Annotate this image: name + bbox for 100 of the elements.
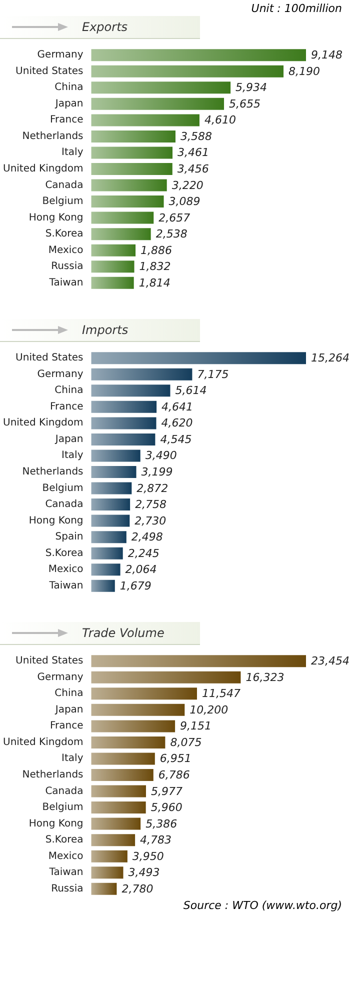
y-tick-label: Italy — [62, 147, 84, 158]
bar — [91, 882, 117, 895]
bar — [91, 433, 156, 446]
bar — [91, 802, 146, 814]
data-label: 2,872 — [136, 482, 168, 495]
chart-title: Exports — [82, 20, 128, 34]
data-label: 2,064 — [125, 563, 157, 576]
bar — [91, 866, 124, 879]
data-label: 5,614 — [175, 384, 207, 398]
y-tick-label: Belgium — [42, 802, 84, 814]
data-label: 4,783 — [140, 834, 172, 847]
y-tick-label: Taiwan — [48, 867, 84, 878]
data-label: 5,977 — [150, 784, 182, 798]
y-tick-label: France — [50, 401, 84, 412]
data-label: 4,620 — [161, 416, 193, 430]
y-tick-label: Italy — [62, 450, 84, 462]
data-label: 3,490 — [145, 449, 177, 462]
bar — [91, 785, 146, 798]
bar — [91, 498, 130, 511]
bar — [91, 212, 154, 224]
y-tick-label: China — [54, 688, 84, 700]
data-label: 10,200 — [190, 703, 228, 716]
y-tick-label: Germany — [37, 368, 84, 380]
y-tick-label: Russia — [51, 883, 84, 894]
bar — [91, 450, 140, 462]
bar — [91, 146, 173, 159]
y-tick-label: Japan — [54, 704, 84, 716]
data-label: 2,657 — [158, 211, 190, 224]
y-tick-label: Mexico — [48, 850, 84, 862]
data-label: 8,075 — [170, 736, 202, 749]
data-label: 1,886 — [140, 244, 172, 257]
y-tick-label: Japan — [54, 98, 84, 110]
bar — [91, 228, 151, 240]
data-label: 3,089 — [168, 195, 200, 208]
bar — [91, 531, 126, 544]
y-tick-label: S.Korea — [45, 834, 84, 846]
data-label: 2,245 — [128, 546, 160, 560]
data-label: 16,323 — [246, 670, 284, 684]
data-label: 3,588 — [180, 130, 212, 143]
data-label: 11,547 — [202, 687, 240, 700]
bar — [91, 580, 115, 592]
bar — [91, 98, 224, 110]
data-label: 1,814 — [138, 276, 170, 290]
y-tick-label: Canada — [45, 180, 84, 191]
y-tick-label: France — [50, 114, 84, 126]
bar — [91, 400, 157, 413]
bar — [91, 163, 172, 175]
data-label: 4,641 — [162, 400, 194, 414]
data-label: 5,655 — [229, 97, 261, 110]
data-label: 5,934 — [236, 81, 268, 94]
data-label: 3,950 — [132, 850, 164, 863]
y-tick-label: Belgium — [42, 482, 84, 494]
data-label: 9,151 — [180, 720, 212, 733]
bar — [91, 244, 136, 256]
bar — [91, 65, 284, 78]
bar — [91, 276, 134, 289]
data-label: 2,730 — [134, 514, 166, 528]
bar — [91, 671, 241, 684]
data-label: 3,461 — [178, 146, 210, 160]
y-tick-label: Canada — [45, 499, 84, 510]
data-label: 8,190 — [288, 64, 320, 78]
y-tick-label: Canada — [45, 786, 84, 797]
bar — [91, 514, 130, 527]
y-tick-label: France — [50, 720, 84, 732]
bar — [91, 384, 170, 397]
y-tick-label: United States — [16, 352, 84, 364]
y-tick-label: Netherlands — [22, 130, 84, 142]
bar — [91, 179, 167, 192]
data-label: 3,220 — [172, 178, 204, 192]
bar — [91, 655, 306, 668]
y-tick-label: Germany — [37, 50, 84, 61]
y-tick-label: United Kingdom — [3, 164, 84, 174]
y-tick-label: Mexico — [48, 564, 84, 576]
bar — [91, 260, 134, 273]
y-tick-label: Hong Kong — [28, 515, 84, 526]
y-tick-label: United States — [16, 66, 84, 77]
data-label: 15,264 — [311, 352, 350, 365]
data-label: 6,786 — [158, 768, 190, 782]
data-label: 5,960 — [150, 801, 182, 814]
bar — [91, 752, 155, 765]
y-tick-label: China — [54, 82, 84, 94]
data-label: 2,498 — [131, 530, 163, 544]
data-label: 4,545 — [160, 432, 192, 446]
data-label: 3,199 — [141, 466, 173, 478]
bar — [91, 466, 136, 478]
bar — [91, 196, 164, 208]
y-tick-label: Italy — [62, 753, 84, 764]
bar — [91, 720, 176, 732]
bar — [91, 114, 200, 126]
chart-title: Trade Volume — [82, 626, 164, 640]
data-label: 9,148 — [311, 48, 342, 62]
y-tick-label: Hong Kong — [28, 212, 84, 224]
y-tick-label: Netherlands — [22, 466, 84, 478]
data-label: 2,780 — [122, 882, 154, 896]
y-tick-label: S.Korea — [45, 228, 84, 240]
y-tick-label: United States — [16, 656, 84, 667]
bar — [91, 82, 231, 94]
y-tick-label: Belgium — [42, 196, 84, 208]
data-label: 3,493 — [128, 866, 160, 880]
bar — [91, 368, 192, 380]
